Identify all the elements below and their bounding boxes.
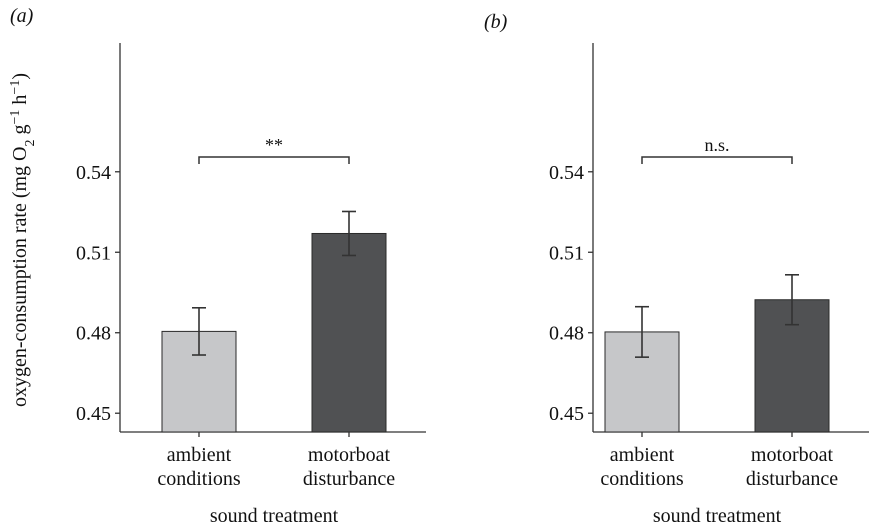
y-tick-label: 0.48 [76, 323, 111, 345]
x-tick-label: motorboat [308, 444, 391, 466]
y-tick-label: 0.54 [549, 162, 584, 184]
y-axis-title: oxygen-consumption rate (mg O2 g−1 h−1) [8, 73, 38, 407]
x-tick-label: ambient [610, 444, 675, 466]
bar-motorboat [311, 232, 387, 433]
y-tick-label: 0.45 [76, 403, 111, 425]
x-axis-title: sound treatment [210, 505, 339, 527]
y-tick-label: 0.54 [76, 162, 111, 184]
y-tick-label: 0.45 [549, 403, 584, 425]
x-tick-label: disturbance [303, 468, 395, 490]
significance-label: n.s. [704, 135, 729, 155]
panel-label: (a) [10, 5, 34, 27]
y-tick-label: 0.51 [549, 242, 584, 264]
significance-label: ** [265, 135, 283, 155]
significance-bracket [198, 156, 350, 165]
y-tick-label: 0.48 [549, 323, 584, 345]
x-tick-label: disturbance [746, 468, 838, 490]
x-tick-label: conditions [600, 468, 684, 490]
x-axis-title: sound treatment [653, 505, 782, 527]
y-tick-label: 0.51 [76, 242, 111, 264]
significance-bracket [641, 156, 793, 165]
x-tick-label: conditions [157, 468, 241, 490]
x-tick-label: ambient [167, 444, 232, 466]
panel-label: (b) [484, 11, 508, 33]
x-tick-label: motorboat [751, 444, 834, 466]
